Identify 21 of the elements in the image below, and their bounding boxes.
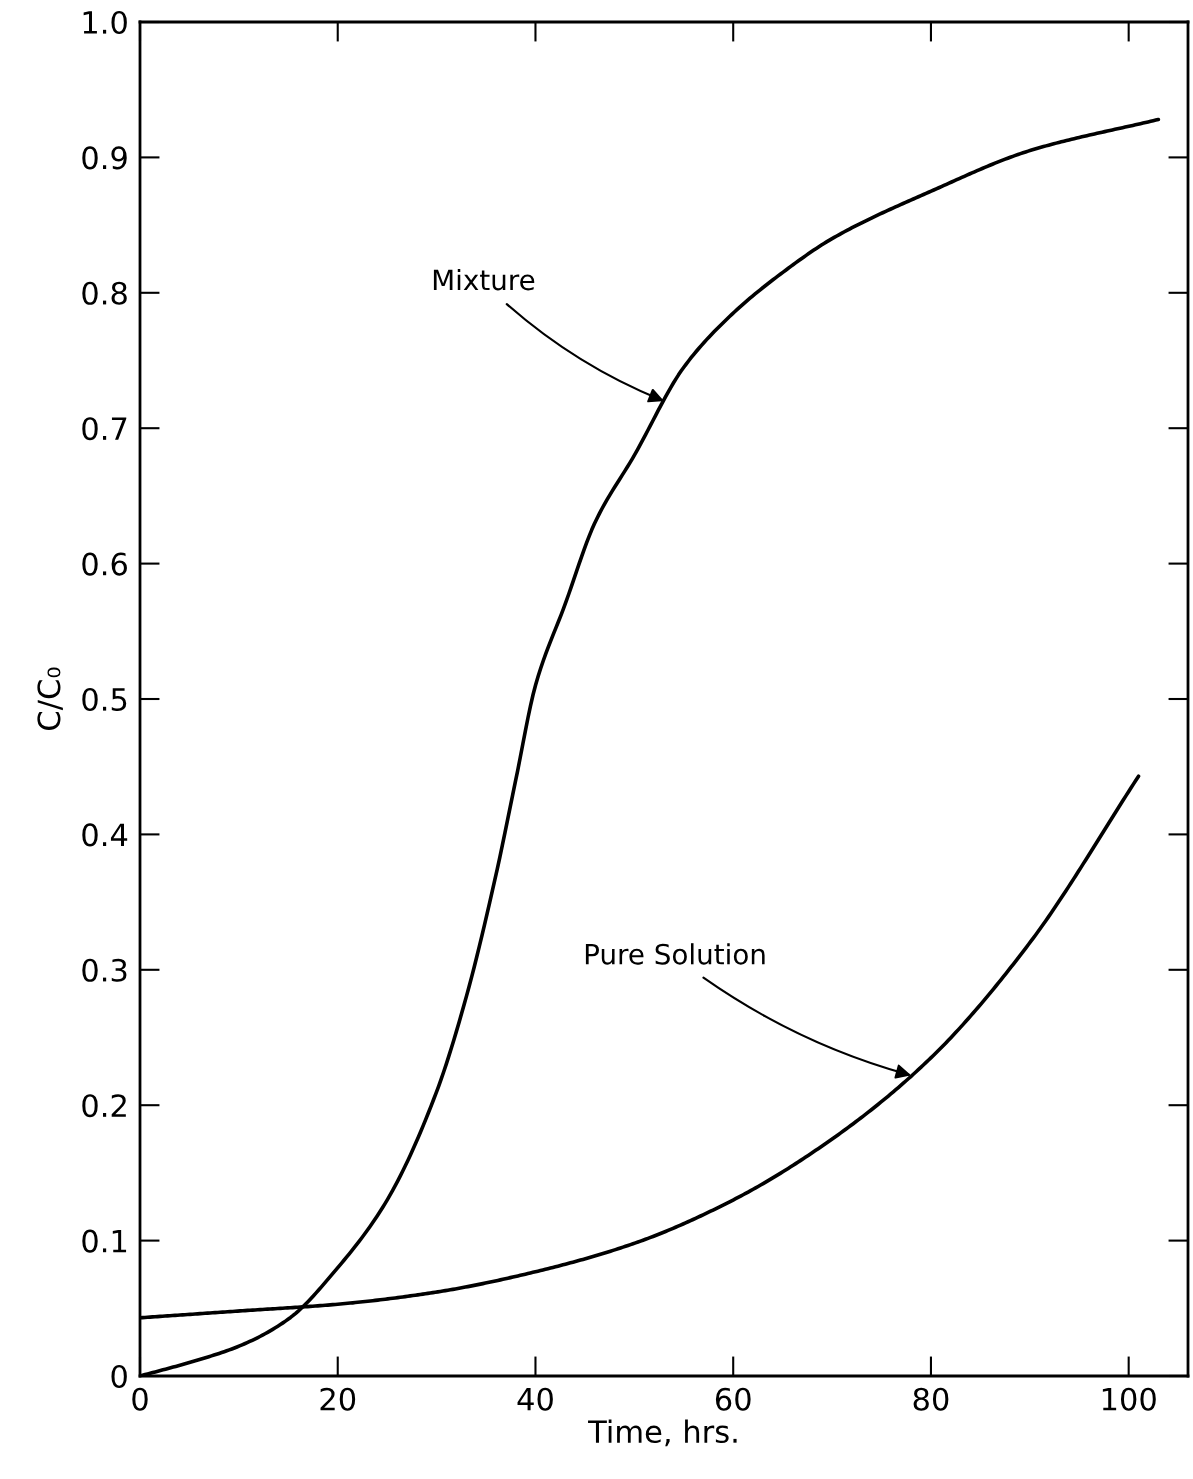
annotation: Pure Solution [585, 943, 765, 965]
y-tick-label: 0.3 [82, 958, 127, 982]
x-tick-label: 60 [715, 1387, 751, 1411]
x-tick-label: 40 [517, 1387, 553, 1411]
x-tick-label: 0 [132, 1387, 148, 1411]
y-tick-label: 0.5 [82, 687, 127, 712]
x-tick-label: 20 [320, 1387, 356, 1411]
y-tick-label: 0.4 [82, 823, 128, 847]
y-tick-label: 0.9 [82, 146, 127, 170]
y-tick-label: 1.0 [83, 10, 127, 35]
y-tick-label: 0.1 [82, 1229, 127, 1253]
x-axis-title: Time, hrs. [588, 1419, 737, 1447]
y-tick-label: 0.6 [82, 552, 127, 576]
y-tick-label: 0.2 [82, 1094, 126, 1118]
annotation: Mixture [433, 268, 535, 291]
y-tick-label: 0.7 [82, 417, 127, 441]
y-axis-title: C/C₀ [37, 667, 63, 730]
y-tick-label: 0.8 [82, 281, 127, 305]
x-tick-label: 80 [913, 1387, 949, 1411]
x-tick-label: 100 [1102, 1387, 1156, 1411]
y-tick-label: 0 [111, 1364, 127, 1389]
